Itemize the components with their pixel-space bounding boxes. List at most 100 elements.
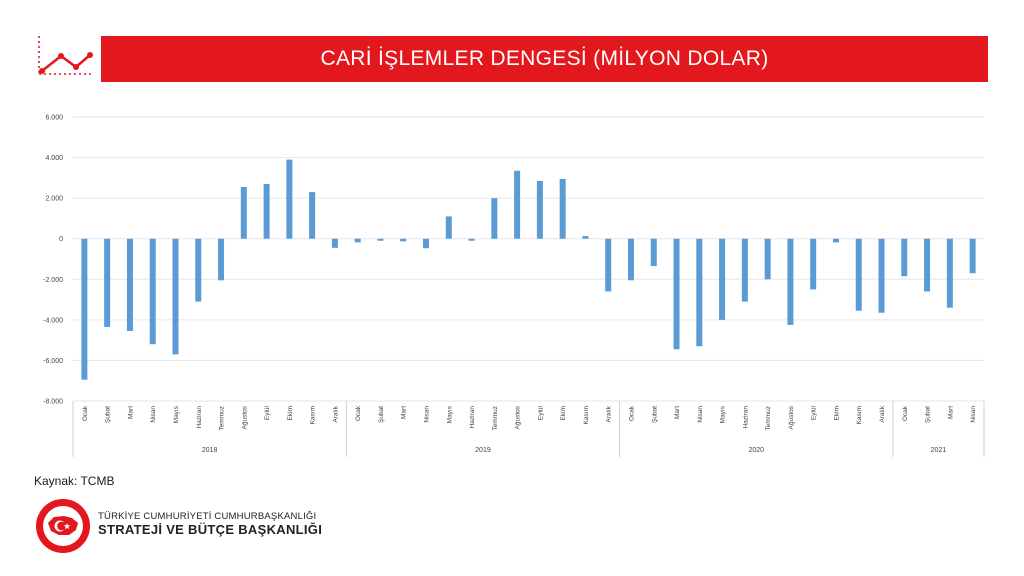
x-tick-label: Şubat bbox=[378, 406, 385, 423]
header-banner bbox=[101, 36, 988, 82]
bar bbox=[81, 238, 88, 380]
y-tick-label: 6.000 bbox=[45, 115, 63, 122]
bar bbox=[331, 238, 338, 248]
year-label: 2021 bbox=[931, 447, 947, 454]
bar bbox=[514, 170, 521, 239]
x-tick-label: Ağustos bbox=[788, 405, 795, 429]
bar bbox=[218, 238, 225, 281]
bar bbox=[696, 238, 703, 347]
x-tick-label: Şubat bbox=[105, 406, 112, 423]
x-tick-label: Nisan bbox=[970, 406, 977, 423]
bar bbox=[673, 238, 680, 350]
y-tick-label: -6.000 bbox=[43, 358, 63, 365]
bar bbox=[582, 236, 589, 239]
bar bbox=[605, 238, 612, 292]
x-tick-label: Temmuz bbox=[765, 406, 772, 431]
bar bbox=[878, 238, 885, 313]
bar bbox=[901, 238, 908, 277]
x-tick-label: Eylül bbox=[264, 405, 271, 420]
bar bbox=[149, 238, 156, 345]
bar bbox=[377, 238, 384, 241]
x-tick-label: Şubat bbox=[651, 406, 658, 423]
x-tick-label: Mart bbox=[127, 406, 134, 419]
bar bbox=[104, 238, 111, 327]
bar bbox=[468, 238, 475, 241]
x-tick-label: Mayıs bbox=[720, 405, 727, 423]
x-tick-label: Nisan bbox=[424, 406, 431, 423]
x-tick-label: Ağustos bbox=[515, 405, 522, 429]
bar bbox=[423, 238, 430, 249]
bar bbox=[741, 238, 748, 302]
x-tick-label: Kasım bbox=[583, 406, 590, 424]
bar bbox=[286, 159, 293, 239]
y-tick-label: -4.000 bbox=[43, 317, 63, 324]
bar bbox=[400, 238, 407, 242]
source-label: Kaynak: TCMB bbox=[34, 474, 115, 488]
line-chart-icon bbox=[34, 34, 96, 85]
x-tick-label: Mart bbox=[674, 406, 681, 419]
x-tick-label: Eylül bbox=[811, 405, 818, 420]
x-tick-label: Ocak bbox=[355, 405, 362, 421]
org-name-line1: TÜRKİYE CUMHURİYETİ CUMHURBAŞKANLIĞI bbox=[98, 511, 317, 522]
bar bbox=[719, 238, 726, 320]
x-tick-label: Haziran bbox=[469, 406, 476, 429]
year-label: 2019 bbox=[475, 447, 491, 454]
bar-chart: 6.000 4.000 2.000 0 -2.000 -4.000 -6.000 -8.000… bbox=[43, 115, 985, 457]
bar bbox=[195, 238, 202, 302]
x-tick-label: Nisan bbox=[150, 406, 157, 423]
bar bbox=[650, 238, 657, 267]
bar bbox=[946, 238, 953, 308]
x-tick-label: Ocak bbox=[902, 405, 909, 421]
bar bbox=[445, 216, 452, 239]
bar bbox=[172, 238, 179, 355]
x-tick-label: Haziran bbox=[196, 406, 203, 429]
bar bbox=[126, 238, 133, 332]
bar bbox=[855, 238, 862, 311]
org-name-line2: STRATEJİ VE BÜTÇE BAŞKANLIĞI bbox=[98, 522, 323, 537]
bar bbox=[240, 186, 247, 239]
y-tick-label: -8.000 bbox=[43, 399, 63, 406]
bar bbox=[924, 238, 931, 292]
x-tick-label: Temmuz bbox=[492, 406, 499, 431]
x-tick-label: Ocak bbox=[628, 405, 635, 421]
x-tick-label: Mart bbox=[947, 406, 954, 419]
bar bbox=[536, 180, 543, 239]
bar bbox=[559, 178, 566, 239]
bar bbox=[787, 238, 794, 325]
x-tick-label: Ocak bbox=[82, 405, 89, 421]
bar bbox=[263, 183, 270, 239]
x-tick-label: Kasım bbox=[310, 406, 317, 424]
bar bbox=[309, 192, 316, 239]
bar bbox=[491, 198, 498, 239]
x-tick-label: Aralık bbox=[879, 405, 886, 422]
y-tick-label: 0 bbox=[59, 236, 63, 243]
year-label: 2018 bbox=[202, 447, 218, 454]
x-tick-label: Ağustos bbox=[241, 405, 248, 429]
x-tick-label: Ekim bbox=[833, 406, 840, 420]
x-tick-label: Haziran bbox=[742, 406, 749, 429]
bar bbox=[627, 238, 634, 281]
page-title: CARİ İŞLEMLER DENGESİ (MİLYON DOLAR) bbox=[320, 47, 769, 70]
x-tick-label: Şubat bbox=[925, 406, 932, 423]
x-tick-label: Temmuz bbox=[219, 406, 226, 431]
bar bbox=[810, 238, 817, 290]
y-tick-label: 4.000 bbox=[45, 155, 63, 162]
x-tick-label: Aralık bbox=[606, 405, 613, 422]
year-label: 2020 bbox=[748, 447, 764, 454]
y-tick-label: 2.000 bbox=[45, 196, 63, 203]
x-tick-label: Mayıs bbox=[446, 405, 453, 423]
x-tick-label: Eylül bbox=[537, 405, 544, 420]
x-tick-label: Mayıs bbox=[173, 405, 180, 423]
y-tick-label: -2.000 bbox=[43, 277, 63, 284]
x-tick-label: Aralık bbox=[332, 405, 339, 422]
turkish-emblem-icon bbox=[34, 497, 92, 560]
x-tick-label: Ekim bbox=[287, 406, 294, 420]
x-tick-label: Mart bbox=[401, 406, 408, 419]
x-tick-label: Nisan bbox=[697, 406, 704, 423]
x-tick-label: Kasım bbox=[856, 406, 863, 424]
bar bbox=[764, 238, 771, 280]
bar bbox=[832, 238, 839, 243]
bar bbox=[354, 238, 361, 243]
x-tick-label: Ekim bbox=[560, 406, 567, 420]
bar bbox=[969, 238, 976, 274]
